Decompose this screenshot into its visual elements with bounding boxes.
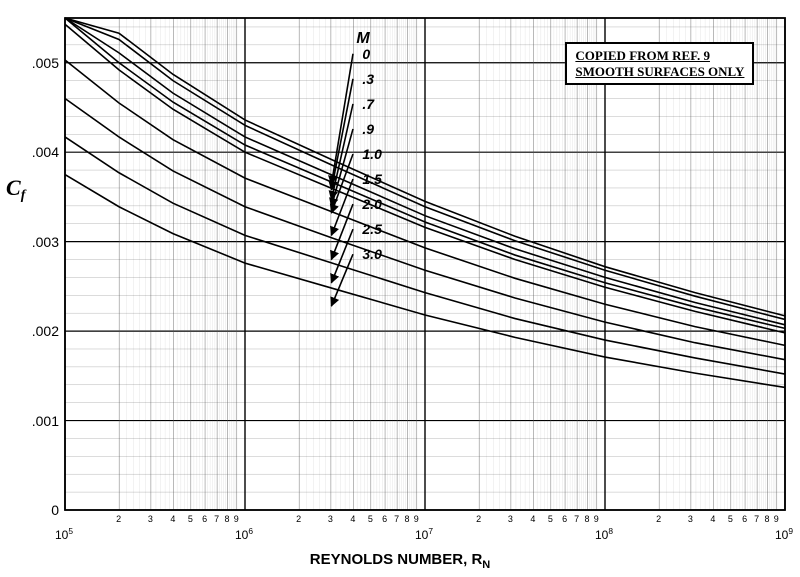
x-tick-label-minor: 2: [296, 514, 301, 524]
mach-label: 1.0: [362, 146, 381, 162]
x-tick-label-minor: 8: [225, 514, 230, 524]
y-tick-label: .001: [32, 413, 59, 429]
mach-label: 3.0: [362, 246, 381, 262]
mach-label: .9: [362, 121, 374, 137]
x-axis-label-main: REYNOLDS NUMBER, R: [310, 551, 483, 568]
x-tick-label-minor: 5: [188, 514, 193, 524]
x-tick-label-minor: 9: [414, 514, 419, 524]
x-tick-label-minor: 7: [394, 514, 399, 524]
note-line1: COPIED FROM REF. 9: [575, 48, 744, 64]
x-tick-label-minor: 5: [548, 514, 553, 524]
x-tick-label-minor: 9: [234, 514, 239, 524]
mach-label: .3: [362, 71, 374, 87]
x-tick-label-minor: 9: [594, 514, 599, 524]
y-tick-label: .003: [32, 234, 59, 250]
chart-plot: [0, 0, 800, 577]
x-tick-label-minor: 7: [574, 514, 579, 524]
x-tick-label-minor: 6: [202, 514, 207, 524]
x-tick-label-minor: 3: [148, 514, 153, 524]
x-tick-label-minor: 2: [116, 514, 121, 524]
x-tick-label-major: 106: [235, 526, 253, 542]
y-tick-label: .004: [32, 144, 59, 160]
note-box: COPIED FROM REF. 9 SMOOTH SURFACES ONLY: [565, 42, 754, 85]
y-axis-label-main: C: [6, 175, 21, 200]
x-tick-label-minor: 5: [368, 514, 373, 524]
x-tick-label-minor: 7: [754, 514, 759, 524]
x-axis-label: REYNOLDS NUMBER, RN: [0, 551, 800, 571]
mach-label: 2.5: [362, 221, 381, 237]
mach-label: 0: [362, 46, 370, 62]
x-tick-label-minor: 6: [562, 514, 567, 524]
x-tick-label-minor: 4: [170, 514, 175, 524]
x-tick-label-minor: 3: [328, 514, 333, 524]
x-tick-label-minor: 7: [214, 514, 219, 524]
x-tick-label-minor: 4: [530, 514, 535, 524]
x-tick-label-minor: 6: [382, 514, 387, 524]
x-tick-label-major: 105: [55, 526, 73, 542]
x-tick-label-minor: 3: [688, 514, 693, 524]
y-tick-label: .005: [32, 55, 59, 71]
y-axis-label-sub: f: [21, 188, 26, 203]
x-tick-label-minor: 6: [742, 514, 747, 524]
x-tick-label-major: 107: [415, 526, 433, 542]
mach-label: 2.0: [362, 196, 381, 212]
x-tick-label-minor: 4: [350, 514, 355, 524]
x-tick-label-minor: 4: [710, 514, 715, 524]
x-tick-label-major: 108: [595, 526, 613, 542]
chart-container: Cf REYNOLDS NUMBER, RN COPIED FROM REF. …: [0, 0, 800, 577]
x-tick-label-minor: 9: [774, 514, 779, 524]
x-axis-label-sub: N: [482, 559, 490, 571]
x-tick-label-minor: 2: [656, 514, 661, 524]
x-tick-label-minor: 3: [508, 514, 513, 524]
y-tick-label: .002: [32, 323, 59, 339]
x-tick-label-minor: 2: [476, 514, 481, 524]
note-line2: SMOOTH SURFACES ONLY: [575, 64, 744, 80]
y-tick-label: 0: [51, 502, 59, 518]
x-tick-label-minor: 8: [405, 514, 410, 524]
x-tick-label-minor: 5: [728, 514, 733, 524]
mach-label: .7: [362, 96, 374, 112]
mach-label: 1.5: [362, 171, 381, 187]
x-tick-label-minor: 8: [585, 514, 590, 524]
y-axis-label: Cf: [6, 175, 25, 204]
x-tick-label-major: 109: [775, 526, 793, 542]
x-tick-label-minor: 8: [765, 514, 770, 524]
